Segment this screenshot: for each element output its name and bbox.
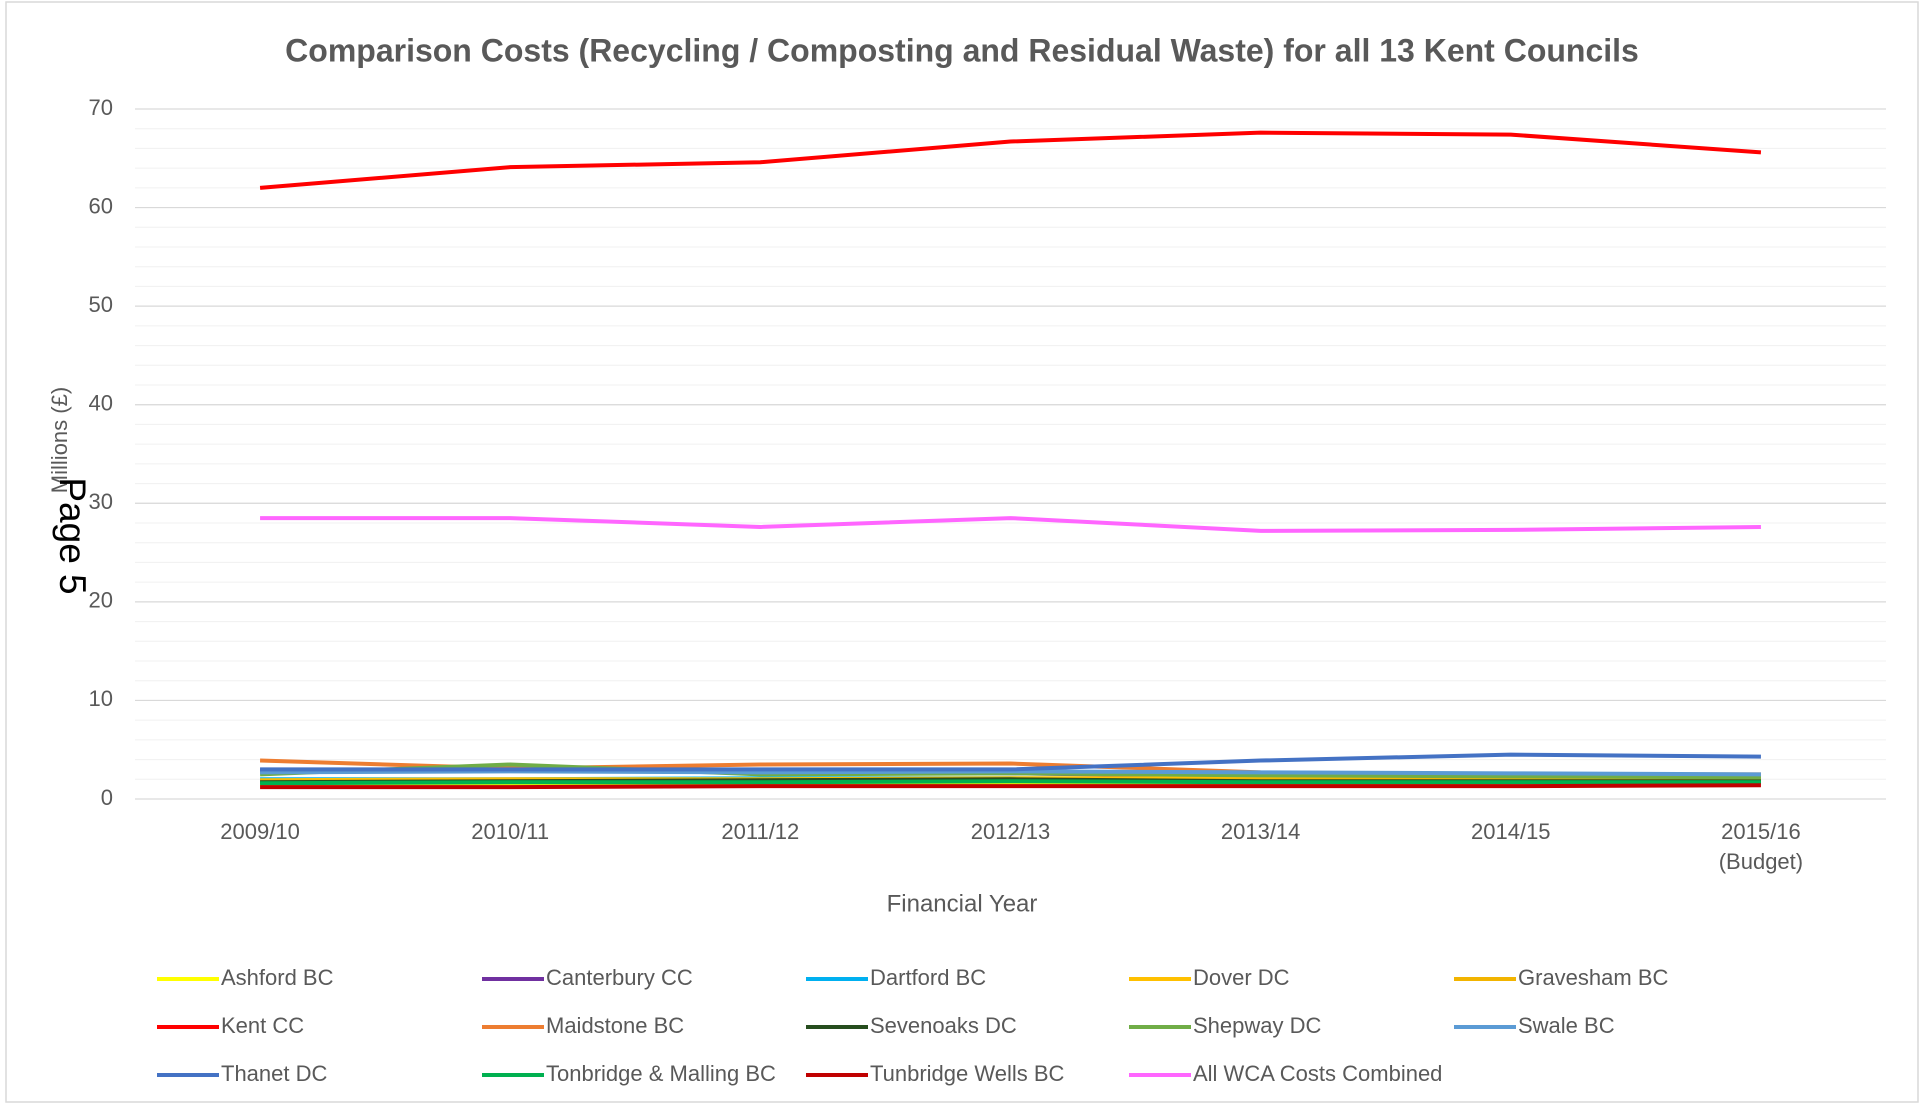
series-line	[260, 779, 1761, 786]
legend-label: Kent CC	[221, 1013, 304, 1038]
legend-label: Dover DC	[1193, 965, 1290, 990]
x-axis-title: Financial Year	[887, 890, 1038, 917]
x-tick-label: 2010/11	[471, 819, 550, 844]
legend-label: All WCA Costs Combined	[1193, 1061, 1442, 1086]
legend-label: Tonbridge & Malling BC	[546, 1061, 776, 1086]
legend-label: Ashford BC	[221, 965, 334, 990]
legend-label: Dartford BC	[870, 965, 986, 990]
legend-label: Maidstone BC	[546, 1013, 684, 1038]
y-tick-label: 30	[89, 489, 113, 514]
series-line	[260, 752, 1761, 772]
series-line	[260, 783, 1761, 790]
legend-label: Sevenoaks DC	[870, 1013, 1017, 1038]
y-tick-label: 40	[89, 391, 113, 416]
y-tick-label: 10	[89, 686, 113, 711]
x-tick-label: 2009/10	[220, 819, 300, 844]
y-tick-label: 50	[89, 292, 113, 317]
chart-border	[5, 1, 1919, 1103]
y-tick-label: 20	[89, 588, 113, 613]
chart-title: Comparison Costs (Recycling / Composting…	[285, 32, 1639, 68]
y-axis-title: Millions (£)	[47, 387, 72, 493]
legend-label: Tunbridge Wells BC	[870, 1061, 1065, 1086]
x-tick-label: 2012/13	[970, 819, 1051, 844]
legend-label: Thanet DC	[221, 1061, 327, 1086]
x-tick-label: 2011/12	[721, 819, 800, 844]
x-tick-label: 2015/16 (Budget)	[1718, 819, 1804, 874]
series-line	[260, 516, 1761, 533]
y-tick-label: 0	[101, 785, 113, 810]
legend-label: Canterbury CC	[546, 965, 693, 990]
series-line	[259, 130, 1762, 190]
y-tick-label: 70	[89, 95, 113, 120]
legend-label: Gravesham BC	[1518, 965, 1668, 990]
legend-label: Shepway DC	[1193, 1013, 1322, 1038]
x-tick-label: 2014/15	[1471, 819, 1551, 844]
x-tick-label: 2013/14	[1220, 819, 1301, 844]
page-label: Page 5	[52, 477, 93, 594]
legend-label: Swale BC	[1518, 1013, 1615, 1038]
y-tick-label: 60	[89, 193, 113, 218]
